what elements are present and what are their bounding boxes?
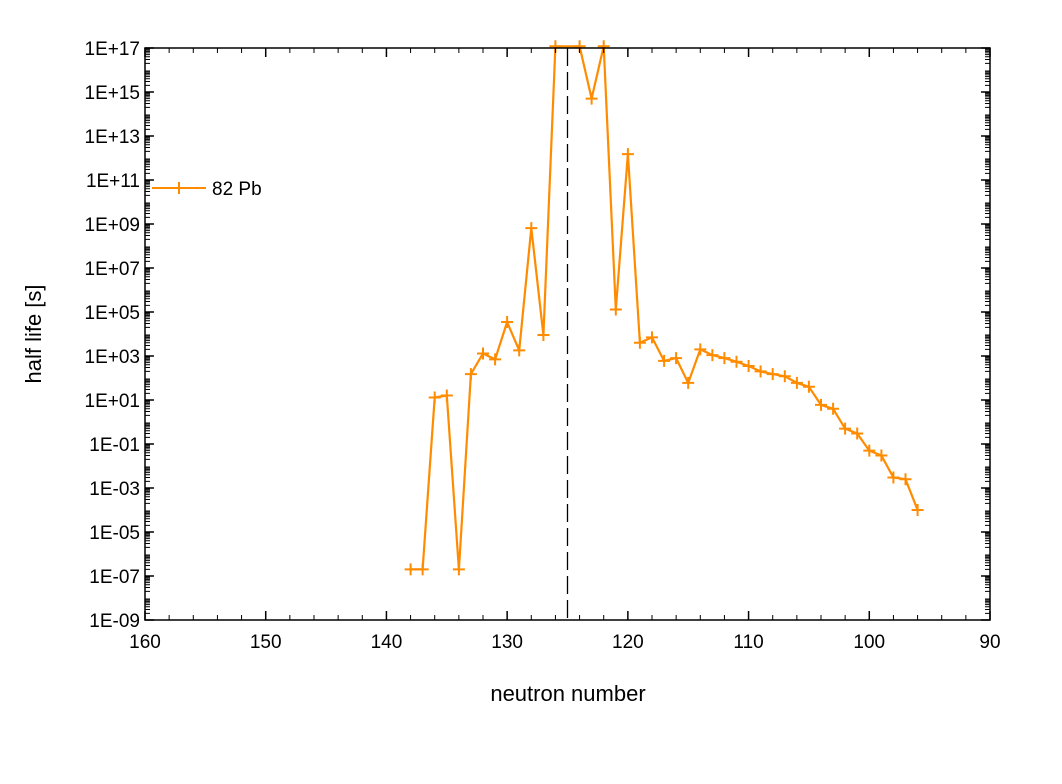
x-tick-label: 110 [733,632,763,653]
x-tick-label: 140 [371,632,403,653]
y-tick-label: 1E+05 [85,303,140,324]
data-point-marker [404,563,417,576]
data-point-marker [452,563,465,576]
data-point-marker [730,355,743,368]
x-tick-label: 130 [491,632,523,653]
data-point-marker [658,354,671,367]
plot-frame [144,47,991,621]
data-point-marker [851,427,864,440]
data-point-marker [802,380,815,393]
data-point-marker [706,349,719,362]
data-point-marker [887,471,900,484]
x-tick-label: 100 [853,632,885,653]
data-point-marker [633,336,646,349]
data-point-marker [778,370,791,383]
data-point-marker [477,347,489,360]
y-tick-label: 1E+07 [85,259,140,280]
data-point-marker [501,316,514,328]
data-point-marker [525,222,538,235]
y-tick-label: 1E-01 [89,435,140,456]
x-tick-label: 90 [979,632,1000,653]
legend-swatch-marker [173,182,185,194]
data-point-marker [766,368,779,381]
data-point-marker [513,344,526,357]
data-point-marker [682,376,695,389]
y-tick-label: 1E+13 [85,127,140,148]
data-point-marker [863,444,876,457]
data-point-marker [646,331,658,344]
y-tick-label: 1E-09 [89,611,140,632]
data-point-marker [718,352,731,365]
data-point-marker [464,368,477,381]
y-tick-label: 1E-05 [89,523,140,544]
x-axis-title: neutron number [490,681,645,706]
y-tick-label: 1E+15 [85,83,140,104]
y-tick-label: 1E+17 [85,39,140,60]
data-point-marker [694,343,707,356]
y-tick-label: 1E+03 [85,347,140,368]
y-tick-label: 1E+09 [85,215,140,236]
data-point-marker [585,92,598,105]
data-point-marker [827,402,840,415]
data-point-marker [537,329,550,341]
data-point-marker [609,303,622,316]
data-point-marker [754,365,767,378]
data-point-marker [911,504,924,516]
data-point-marker [875,449,888,462]
x-tick-label: 120 [612,632,644,653]
y-tick-label: 1E+11 [86,171,140,192]
data-point-marker [790,376,803,389]
data-point-marker [428,391,441,404]
data-point-marker [621,148,634,161]
data-point-marker [815,398,827,411]
data-point-marker [416,563,429,576]
legend: 82 Pb [152,179,262,200]
data-point-marker [742,360,755,372]
data-point-marker [489,353,502,366]
y-axis-title: half life [s] [21,284,46,383]
y-tick-label: 1E-03 [89,479,140,500]
y-tick-label: 1E-07 [89,567,140,588]
y-tick-label: 1E+01 [85,391,140,412]
data-point-marker [670,352,683,365]
data-point-marker [839,422,852,435]
data-point-marker [899,473,912,486]
x-tick-label: 160 [129,632,161,653]
legend-label: 82 Pb [212,179,262,200]
x-tick-label: 150 [250,632,282,653]
data-point-marker [440,389,453,402]
